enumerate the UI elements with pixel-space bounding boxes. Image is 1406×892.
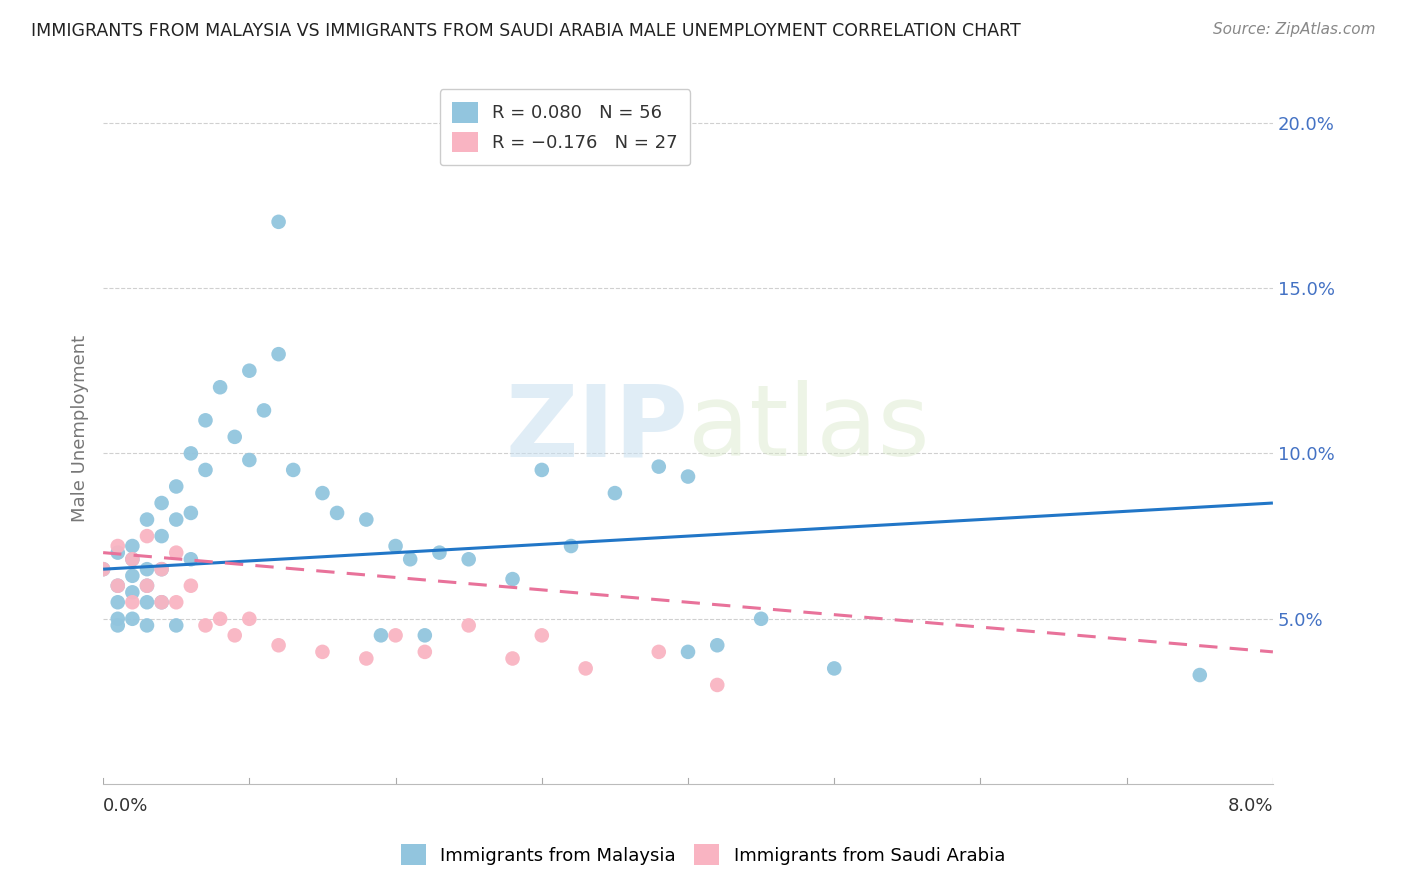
Point: [136, 579, 159, 593]
Point: [238, 453, 260, 467]
Point: [413, 645, 436, 659]
Point: [648, 459, 671, 474]
Point: [413, 628, 436, 642]
Legend: Immigrants from Malaysia, Immigrants from Saudi Arabia: Immigrants from Malaysia, Immigrants fro…: [394, 837, 1012, 872]
Point: [283, 463, 305, 477]
Point: [238, 364, 260, 378]
Point: [530, 628, 553, 642]
Point: [209, 380, 232, 394]
Text: Source: ZipAtlas.com: Source: ZipAtlas.com: [1212, 22, 1375, 37]
Point: [121, 552, 143, 566]
Legend: R = 0.080   N = 56, R = −0.176   N = 27: R = 0.080 N = 56, R = −0.176 N = 27: [440, 89, 690, 165]
Point: [575, 661, 598, 675]
Point: [706, 638, 728, 652]
Text: 8.0%: 8.0%: [1227, 797, 1272, 815]
Point: [121, 585, 143, 599]
Point: [384, 539, 406, 553]
Point: [384, 628, 406, 642]
Point: [356, 651, 378, 665]
Point: [150, 529, 173, 543]
Point: [91, 562, 114, 576]
Point: [136, 512, 159, 526]
Point: [648, 645, 671, 659]
Point: [530, 463, 553, 477]
Point: [311, 486, 333, 500]
Point: [121, 539, 143, 553]
Text: IMMIGRANTS FROM MALAYSIA VS IMMIGRANTS FROM SAUDI ARABIA MALE UNEMPLOYMENT CORRE: IMMIGRANTS FROM MALAYSIA VS IMMIGRANTS F…: [31, 22, 1021, 40]
Point: [165, 512, 187, 526]
Y-axis label: Male Unemployment: Male Unemployment: [72, 335, 89, 522]
Point: [356, 512, 378, 526]
Point: [267, 215, 290, 229]
Point: [209, 612, 232, 626]
Point: [107, 618, 129, 632]
Point: [107, 579, 129, 593]
Point: [121, 552, 143, 566]
Point: [165, 546, 187, 560]
Point: [253, 403, 276, 417]
Point: [224, 628, 246, 642]
Point: [121, 612, 143, 626]
Point: [136, 529, 159, 543]
Text: 0.0%: 0.0%: [103, 797, 149, 815]
Point: [91, 562, 114, 576]
Point: [823, 661, 845, 675]
Point: [749, 612, 772, 626]
Point: [194, 618, 217, 632]
Point: [180, 579, 202, 593]
Point: [238, 612, 260, 626]
Point: [311, 645, 333, 659]
Point: [560, 539, 582, 553]
Point: [1188, 668, 1211, 682]
Point: [136, 579, 159, 593]
Point: [180, 506, 202, 520]
Point: [107, 612, 129, 626]
Point: [150, 562, 173, 576]
Point: [180, 446, 202, 460]
Point: [107, 546, 129, 560]
Point: [370, 628, 392, 642]
Point: [165, 595, 187, 609]
Point: [224, 430, 246, 444]
Point: [267, 638, 290, 652]
Point: [194, 413, 217, 427]
Point: [150, 562, 173, 576]
Point: [180, 552, 202, 566]
Point: [399, 552, 422, 566]
Point: [326, 506, 349, 520]
Point: [121, 569, 143, 583]
Point: [267, 347, 290, 361]
Point: [603, 486, 626, 500]
Point: [502, 572, 524, 586]
Point: [136, 562, 159, 576]
Point: [136, 618, 159, 632]
Text: ZIP: ZIP: [505, 380, 688, 477]
Point: [107, 539, 129, 553]
Point: [107, 579, 129, 593]
Point: [107, 595, 129, 609]
Point: [150, 595, 173, 609]
Point: [150, 496, 173, 510]
Point: [165, 479, 187, 493]
Point: [429, 546, 451, 560]
Text: atlas: atlas: [688, 380, 929, 477]
Point: [457, 618, 479, 632]
Point: [706, 678, 728, 692]
Point: [502, 651, 524, 665]
Point: [457, 552, 479, 566]
Point: [676, 645, 699, 659]
Point: [676, 469, 699, 483]
Point: [121, 595, 143, 609]
Point: [136, 595, 159, 609]
Point: [165, 618, 187, 632]
Point: [150, 595, 173, 609]
Point: [194, 463, 217, 477]
